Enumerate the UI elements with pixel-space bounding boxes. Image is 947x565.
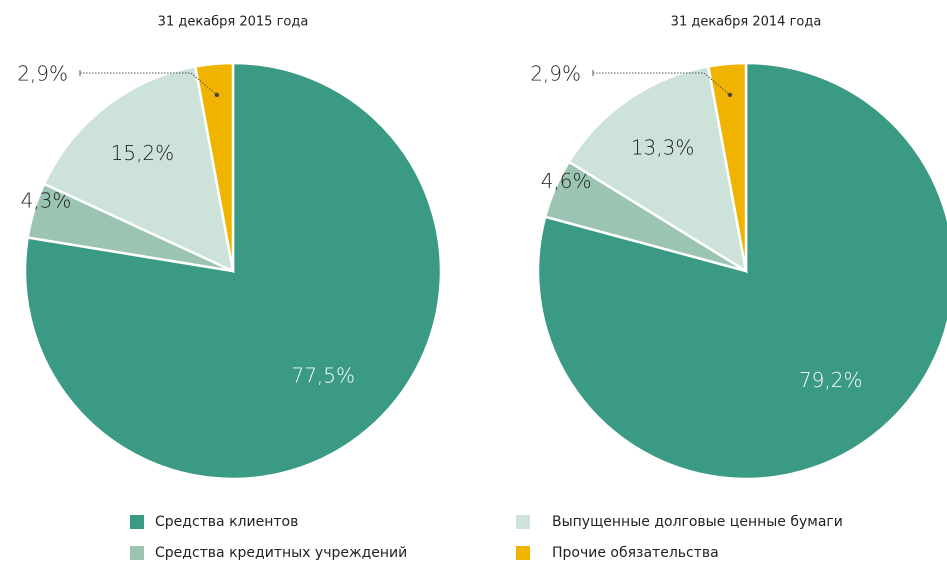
- pie-slice: [567, 64, 748, 274]
- pie-slice: [42, 64, 235, 274]
- slice-label: 15,2%: [111, 141, 175, 165]
- slice-label: 2,9%: [530, 62, 581, 86]
- slice-label: 77,5%: [291, 364, 355, 388]
- slice-label: 4,6%: [541, 169, 592, 193]
- slice-label: 79,2%: [799, 368, 863, 392]
- pie-title: 31 декабря 2014 года: [671, 15, 822, 30]
- legend-label: Средства клиентов: [155, 514, 298, 530]
- legend-label: Выпущенные долговые ценные бумаги: [552, 514, 843, 530]
- leader-dot: [727, 92, 733, 98]
- legend-swatch: [516, 546, 530, 560]
- legend-label: Средства кредитных учреждений: [155, 545, 407, 561]
- pie-slice: [706, 61, 748, 272]
- leader-line: [80, 72, 218, 96]
- pie-slice: [23, 61, 443, 481]
- pie-slice: [193, 61, 235, 272]
- leader-line: [593, 72, 731, 96]
- legend-swatch: [516, 515, 530, 529]
- leader-dot: [214, 92, 220, 98]
- pie-title: 31 декабря 2015 года: [158, 15, 309, 30]
- legend-swatch: [130, 515, 144, 529]
- slice-label: 13,3%: [631, 136, 695, 160]
- legend-swatch: [130, 546, 144, 560]
- legend-label: Прочие обязательства: [552, 545, 719, 561]
- slice-label: 2,9%: [17, 62, 68, 86]
